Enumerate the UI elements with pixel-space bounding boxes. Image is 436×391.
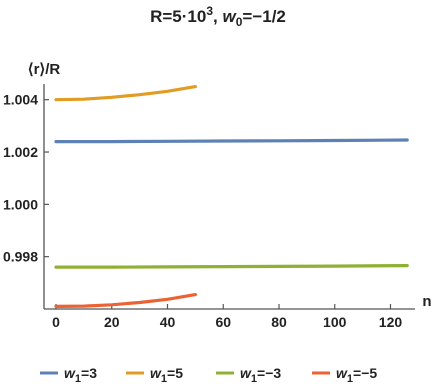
- x-tick-label: 20: [104, 314, 120, 330]
- legend-item-1: w1=3: [40, 365, 97, 385]
- x-tick-label: 120: [379, 314, 403, 330]
- x-tick-label: 40: [160, 314, 176, 330]
- legend-item-3: w1=−3: [216, 365, 281, 385]
- chart-title: R=5·103, w0=−1/2: [150, 4, 286, 29]
- legend-label: w1=3: [64, 365, 97, 385]
- y-tick-label: 1.000: [3, 196, 38, 212]
- x-tick-label: 60: [215, 314, 231, 330]
- series-group: [54, 84, 409, 308]
- legend-label: w1=5: [150, 365, 183, 385]
- legend: w1=3 w1=5 w1=−3 w1=−5: [40, 365, 377, 385]
- x-axis-label: n: [422, 293, 431, 310]
- x-tick-label: 0: [52, 314, 60, 330]
- series-line-2: [54, 84, 197, 102]
- x-tick-label: 100: [323, 314, 347, 330]
- legend-item-4: w1=−5: [312, 365, 377, 385]
- y-tick-label: 1.002: [3, 144, 38, 160]
- series-line-3: [54, 264, 409, 269]
- y-tick-label: 1.004: [3, 92, 38, 108]
- y-tick-label: 0.998: [3, 249, 38, 265]
- series-line-1: [54, 138, 409, 144]
- series-line-4: [54, 293, 197, 308]
- legend-label: w1=−3: [240, 365, 281, 385]
- legend-item-2: w1=5: [126, 365, 183, 385]
- y-ticks: 0.998 1.000 1.002 1.004: [3, 92, 49, 265]
- x-ticks: 0 20 40 60 80 100 120: [52, 304, 402, 330]
- x-tick-label: 80: [271, 314, 287, 330]
- y-axis-label: ⟨r⟩/R: [28, 61, 61, 78]
- legend-label: w1=−5: [336, 365, 377, 385]
